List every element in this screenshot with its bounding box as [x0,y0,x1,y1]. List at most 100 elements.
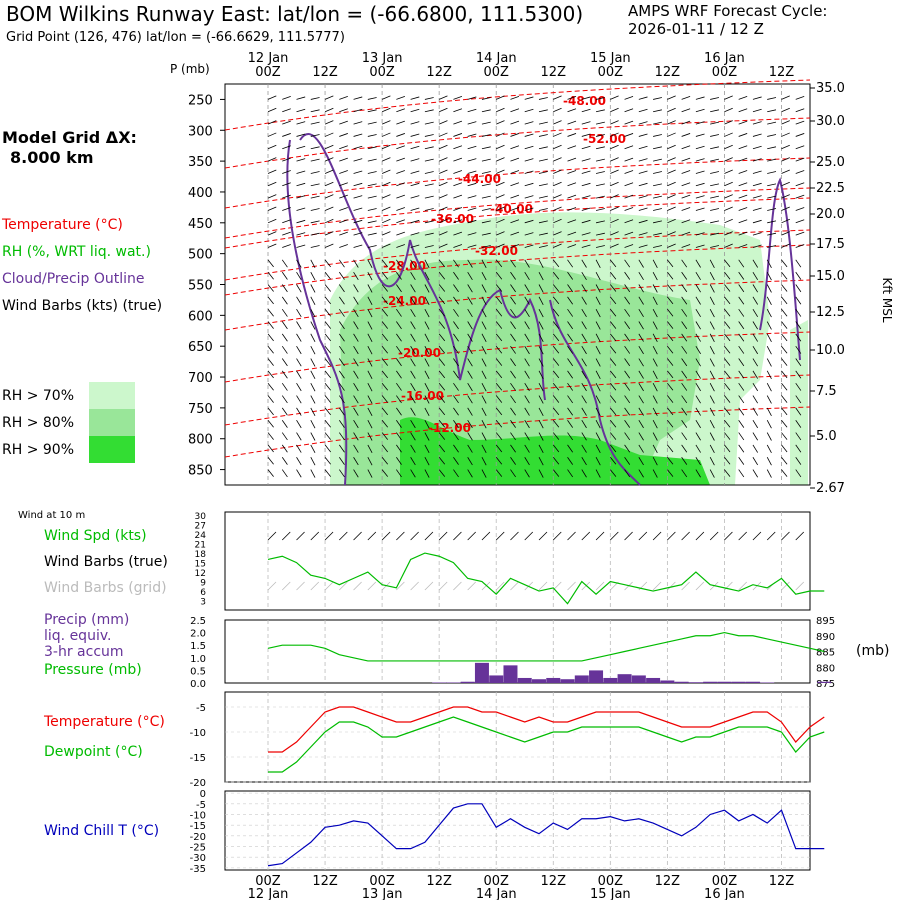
wind-barb [353,358,359,367]
wind-barb [624,284,631,293]
wind-barb-true [296,531,305,541]
bottom-hour-label: 00Z [255,874,281,889]
wind-barb [396,444,402,453]
wind-barb [581,358,587,367]
wind-barb [738,259,745,268]
wind-barb [667,194,676,199]
wind-barb [481,308,487,318]
wind-barb [752,382,758,392]
wind-barb [595,220,605,224]
wind-barb [724,395,731,403]
wind-barb [638,370,644,379]
wind-barb [552,370,560,379]
wind-barb [595,146,605,150]
wind-barb [281,333,288,342]
wind-barb [681,469,688,478]
wind-barb [552,271,560,280]
wind-barb [453,469,459,478]
wind-barb [353,232,363,236]
windchill-label: Wind Chill T (°C) [44,823,160,839]
precip-bar [745,681,760,683]
wind-barb [695,170,705,174]
wind-barb [467,432,473,441]
wind-barb [267,243,277,248]
wind-barb [538,146,548,150]
wind-barb [667,132,676,137]
wind-barb [396,244,405,248]
wind-barb [467,333,473,342]
wind-barb [624,207,634,211]
wind-barb [595,383,601,392]
wind-barb [667,206,676,211]
wind-barb [709,358,715,367]
wind-barb [396,259,402,268]
wind-barb [310,134,320,137]
wind-barb [610,432,617,440]
precip-bar [589,670,604,683]
wind-barb [453,145,463,150]
wind-barb [752,358,758,367]
precip-label-1: Precip (mm) [44,612,130,628]
wind-barb [381,419,389,428]
wind-barb-true [281,531,291,541]
wind-barb [524,170,534,174]
wind-barb [581,345,587,355]
wind-barb [695,271,701,281]
bottom-hour-label: 00Z [712,874,738,889]
wind-barb [781,358,788,366]
wind-barb [767,171,777,174]
wind-barb [738,157,748,162]
wind-barb-grid [695,581,705,591]
wind-barb [667,308,674,317]
wind-barb [538,383,544,392]
pressure-tick-label: 750 [188,402,213,417]
wind-barb [324,308,331,317]
wind-barb [381,243,391,248]
wind-barb [767,97,777,100]
wind-barb [338,419,345,428]
wind-barb [467,308,473,318]
wind-barb [624,333,631,342]
wind-barb [296,333,302,342]
wind-barb [296,271,302,281]
wind-barb [453,244,463,248]
wind-barb [353,308,359,318]
wind-barb [495,469,503,477]
wind-barb [310,383,316,392]
wind-barb [567,120,577,125]
wind-barb [310,171,320,174]
wind-barb [467,382,473,392]
wind-barb [610,181,619,187]
wind-barb [481,195,491,199]
wind-barb [324,296,331,305]
wind-barb [381,456,389,465]
wind-barb [595,158,605,162]
wind-barb-true [353,531,362,541]
wind-barb [353,244,363,248]
wind-barb [367,457,373,466]
wind-barb [781,107,790,113]
wind-barb [453,133,463,137]
wind-barb [467,345,473,355]
wind-barb [438,395,446,403]
wind-barb [438,259,446,268]
wind-barb [738,96,748,100]
windchill-ytick-label: -30 [190,853,206,864]
wind-barb [795,457,802,465]
wind-barb [467,182,477,187]
wind-barb [338,345,345,354]
wind-barb [453,407,459,416]
wind-barb [709,432,715,441]
wind-barb [495,271,503,280]
wind-barb [581,271,587,281]
wind-barb [638,121,648,125]
temperature-contour-label: -20.00 [398,346,441,360]
wind-barb [267,358,274,366]
wind-barb [267,333,274,342]
wind-barb [467,158,477,162]
wind-barb [610,107,619,113]
wind-barb [496,107,505,113]
wind-barb [695,284,701,293]
wind-barb [324,456,331,465]
bottom-date-label: 16 Jan [704,887,745,900]
